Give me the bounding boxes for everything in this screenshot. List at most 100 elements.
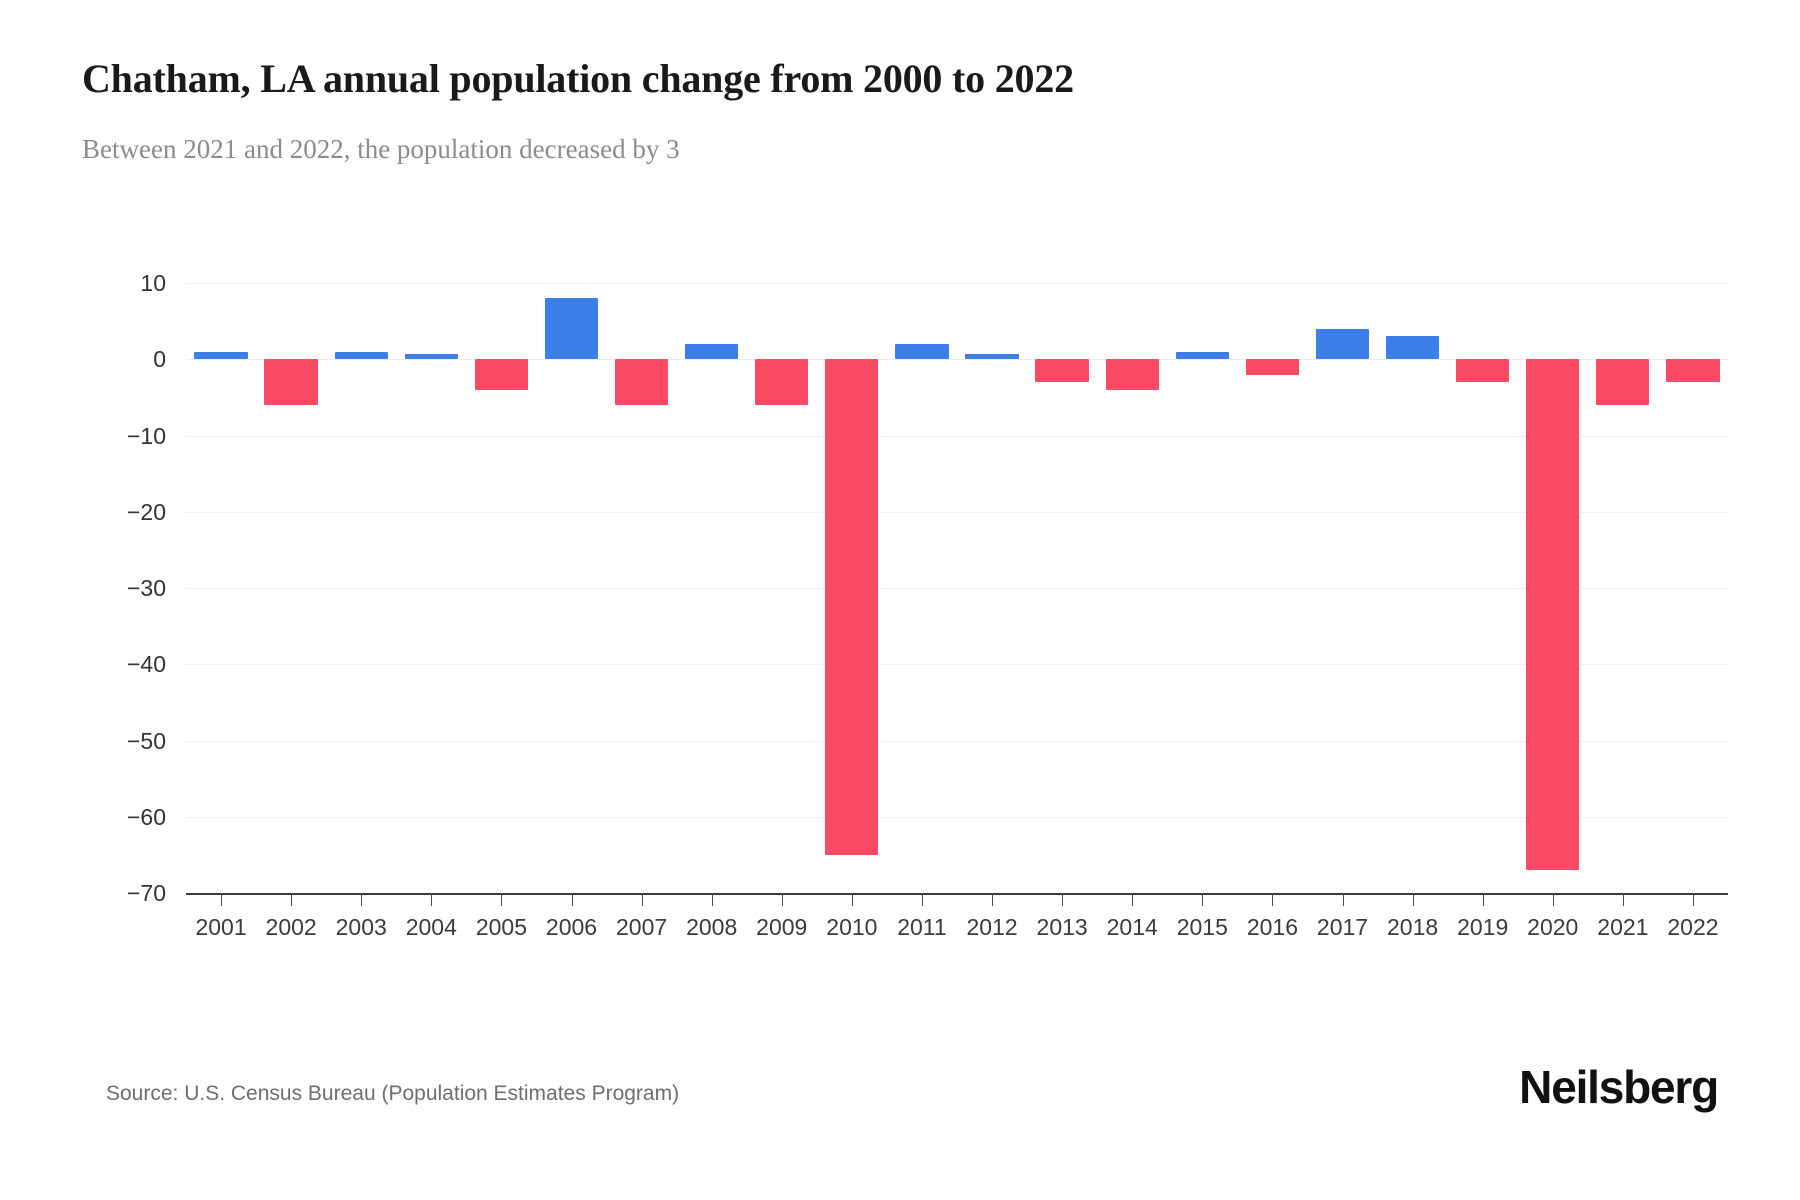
bar[interactable]: [1666, 359, 1720, 383]
gridline: [186, 664, 1728, 666]
y-axis-tick-label: −60: [126, 803, 166, 830]
x-axis-tick-mark: [1202, 893, 1204, 906]
gridline: [186, 740, 1728, 742]
bar[interactable]: [544, 298, 599, 360]
x-axis-tick-mark: [711, 893, 713, 906]
x-axis-tick-mark: [992, 893, 994, 906]
x-axis-tick-label: 2022: [1667, 914, 1719, 940]
x-axis-tick-label: 2018: [1386, 914, 1439, 940]
bar-slot[interactable]: [747, 283, 817, 893]
bar[interactable]: [1175, 351, 1229, 360]
gridline: [186, 283, 1728, 284]
bar[interactable]: [614, 359, 669, 405]
bar[interactable]: [685, 344, 739, 360]
bar[interactable]: [1035, 359, 1089, 383]
bar[interactable]: [895, 344, 949, 360]
x-axis-tick-mark: [431, 893, 433, 906]
bar[interactable]: [404, 354, 458, 360]
bar-slot[interactable]: [396, 283, 466, 893]
x-axis-tick-mark: [1272, 893, 1274, 906]
bar[interactable]: [1526, 359, 1580, 871]
x-axis-tick-mark: [571, 893, 573, 906]
x-axis-tick-mark: [641, 893, 643, 906]
x-axis-tick-label: 2004: [405, 914, 457, 940]
bar[interactable]: [1456, 359, 1510, 383]
bar-slot[interactable]: [1167, 283, 1237, 893]
bar-slot[interactable]: [607, 283, 677, 893]
y-axis-tick-label: 10: [140, 270, 166, 296]
bar-series: [186, 283, 1728, 893]
x-axis-tick-mark: [1412, 893, 1414, 906]
x-axis-tick-mark: [1692, 893, 1694, 906]
bar-slot[interactable]: [957, 283, 1027, 893]
brand-logo: Neilsberg: [1519, 1061, 1719, 1113]
x-axis-tick-mark: [1342, 893, 1344, 906]
x-axis-tick-label: 2009: [756, 914, 808, 940]
bar[interactable]: [1596, 359, 1650, 405]
page-subtitle: Between 2021 and 2022, the population de…: [82, 134, 680, 164]
x-axis-tick-label: 2015: [1176, 914, 1228, 940]
bar-slot[interactable]: [817, 283, 887, 893]
x-axis-tick-label: 2020: [1527, 914, 1579, 940]
x-axis-tick-label: 2005: [475, 914, 527, 940]
bar-slot[interactable]: [1518, 283, 1588, 893]
source-note: Source: U.S. Census Bureau (Population E…: [106, 1082, 680, 1105]
x-axis-tick-mark: [781, 893, 783, 906]
bar-slot[interactable]: [466, 283, 536, 893]
x-axis-tick-label: 2021: [1597, 914, 1649, 940]
bar-slot[interactable]: [326, 283, 396, 893]
x-axis-tick-label: 2002: [265, 914, 317, 940]
bar[interactable]: [194, 351, 248, 360]
x-axis-tick-mark: [851, 893, 853, 906]
bar-slot[interactable]: [536, 283, 606, 893]
bar[interactable]: [1315, 328, 1370, 360]
x-axis-tick-label: 2019: [1457, 914, 1509, 940]
gridline: [186, 588, 1728, 589]
bar-slot[interactable]: [1307, 283, 1377, 893]
bar-slot[interactable]: [1588, 283, 1658, 893]
gridline: [186, 816, 1728, 818]
x-axis-tick-label: 2007: [615, 914, 668, 940]
y-axis-tick-label: −40: [126, 651, 166, 678]
bar-slot[interactable]: [1658, 283, 1728, 893]
bar[interactable]: [1245, 359, 1300, 375]
y-axis-tick-label: −30: [126, 575, 166, 601]
x-axis-tick-label: 2017: [1316, 914, 1369, 940]
bar-slot[interactable]: [186, 283, 256, 893]
bar[interactable]: [755, 359, 809, 405]
bar-slot[interactable]: [1097, 283, 1167, 893]
bar-slot[interactable]: [677, 283, 747, 893]
bar-slot[interactable]: [1448, 283, 1518, 893]
x-axis-tick-mark: [291, 893, 293, 906]
x-axis-tick-label: 2010: [826, 914, 878, 940]
x-axis-line: [186, 893, 1728, 895]
bar-slot[interactable]: [1237, 283, 1307, 893]
bar-slot[interactable]: [256, 283, 326, 893]
x-axis-tick-label: 2011: [897, 914, 947, 940]
x-axis-tick-label: 2003: [335, 914, 387, 940]
x-axis-tick-label: 2012: [966, 914, 1018, 940]
x-axis-tick-mark: [1062, 893, 1064, 906]
bar[interactable]: [825, 359, 879, 855]
y-axis-tick-label: −10: [126, 422, 166, 449]
x-axis-tick-label: 2001: [195, 914, 247, 940]
y-axis-tick-label: −20: [126, 498, 166, 525]
bar[interactable]: [474, 359, 529, 390]
bar[interactable]: [334, 351, 388, 360]
bar-slot[interactable]: [1027, 283, 1097, 893]
bar-slot[interactable]: [1378, 283, 1448, 893]
bar-chart-plot-area: [186, 283, 1728, 894]
bar[interactable]: [1385, 336, 1440, 360]
bar[interactable]: [264, 359, 318, 405]
x-axis-tick-mark: [921, 893, 923, 906]
x-axis-tick-label: 2013: [1036, 914, 1088, 940]
bar[interactable]: [1105, 359, 1159, 390]
x-axis-tick-mark: [1622, 893, 1624, 906]
bar-slot[interactable]: [887, 283, 957, 893]
x-axis-tick-mark: [1132, 893, 1134, 906]
gridline: [186, 359, 1728, 361]
x-axis-tick-mark: [361, 893, 363, 906]
bar[interactable]: [965, 354, 1019, 360]
x-axis-tick-label: 2014: [1106, 914, 1158, 940]
